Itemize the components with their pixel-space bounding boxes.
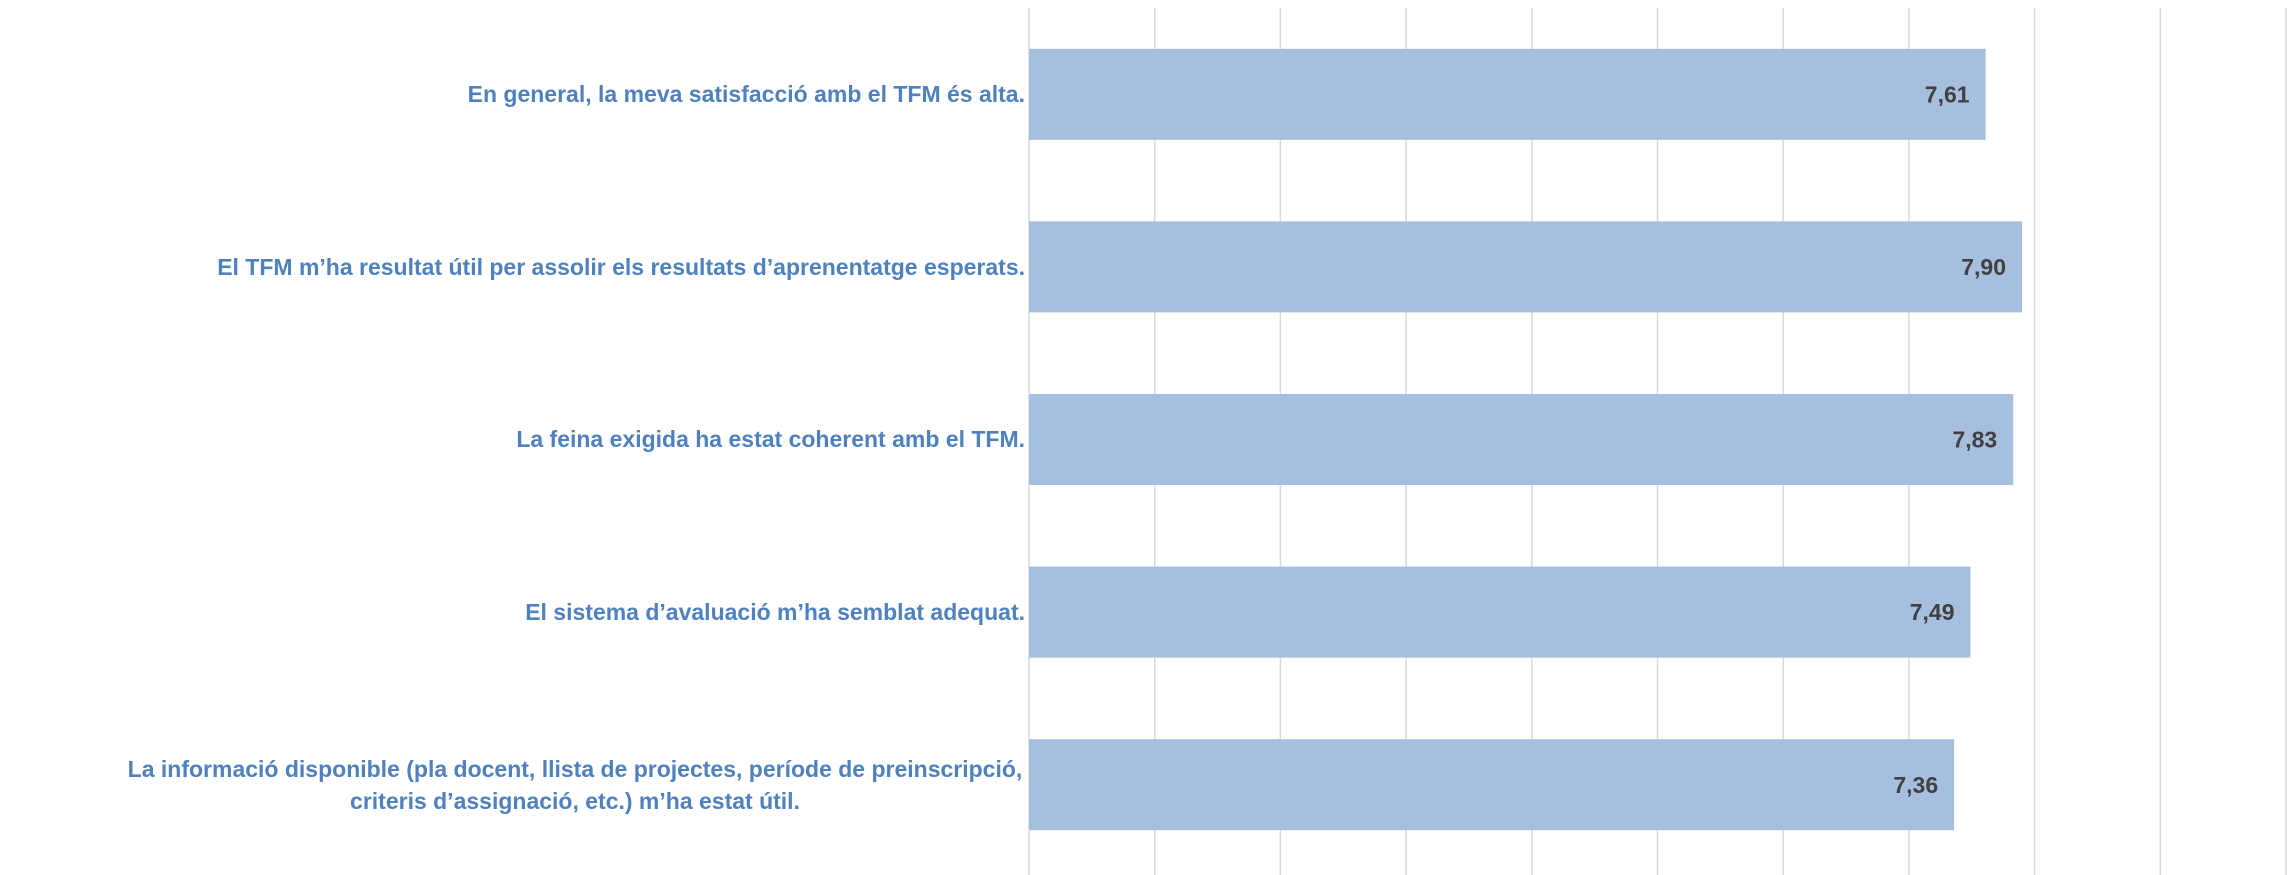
category-label-box: En general, la meva satisfacció amb el T… bbox=[468, 8, 1025, 181]
category-label: La feina exigida ha estat coherent amb e… bbox=[516, 426, 1025, 453]
bar bbox=[1029, 48, 1986, 140]
value-label: 7,90 bbox=[1961, 254, 2006, 280]
bar bbox=[1029, 394, 2014, 485]
category-label-box: El sistema d’avaluació m’ha semblat adeq… bbox=[525, 526, 1025, 699]
category-label: La informació disponible (pla docent, ll… bbox=[127, 755, 1023, 814]
category-label: En general, la meva satisfacció amb el T… bbox=[467, 81, 1025, 108]
category-label: El sistema d’avaluació m’ha semblat adeq… bbox=[525, 599, 1025, 625]
bar bbox=[1029, 221, 2023, 313]
bar bbox=[1029, 739, 1955, 831]
category-label-box: El TFM m’ha resultat útil per assolir el… bbox=[217, 181, 1025, 354]
value-label: 7,61 bbox=[1925, 81, 1970, 107]
value-label: 7,49 bbox=[1910, 599, 1955, 625]
value-label: 7,36 bbox=[1893, 772, 1938, 798]
bar bbox=[1029, 566, 1971, 658]
category-label-box: La informació disponible (pla docent, ll… bbox=[125, 698, 1025, 871]
value-label: 7,83 bbox=[1952, 427, 1997, 453]
category-label-box: La feina exigida ha estat coherent amb e… bbox=[516, 353, 1025, 526]
category-label: El TFM m’ha resultat útil per assolir el… bbox=[217, 253, 1025, 280]
